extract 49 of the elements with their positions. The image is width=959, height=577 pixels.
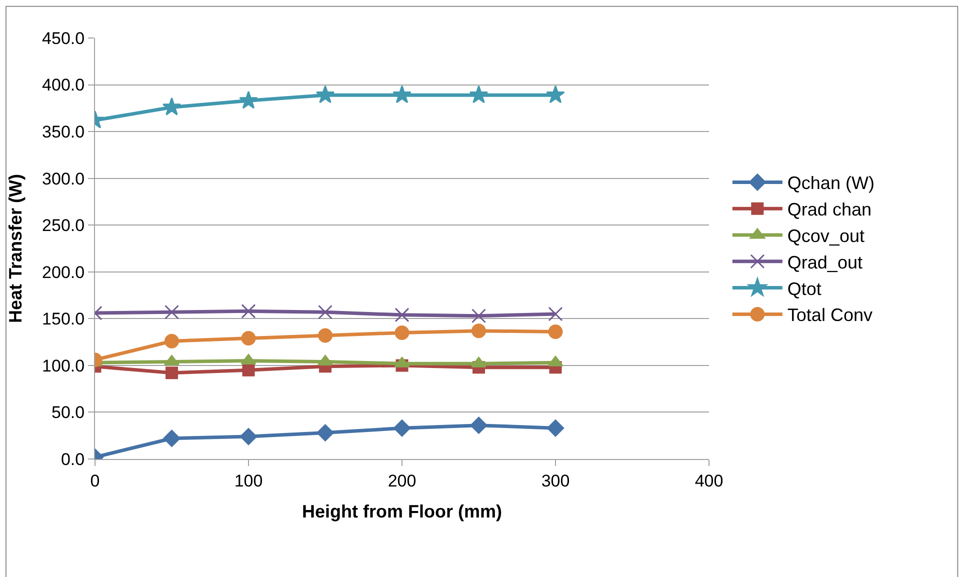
point bbox=[242, 364, 255, 376]
x-tick-label: 300 bbox=[541, 471, 570, 490]
y-tick-label: 400.0 bbox=[42, 76, 85, 95]
point bbox=[392, 85, 412, 104]
point bbox=[393, 420, 411, 437]
y-tick-label: 300.0 bbox=[42, 169, 85, 188]
point bbox=[548, 324, 563, 340]
y-tick-label: 200.0 bbox=[42, 262, 85, 282]
point bbox=[162, 97, 182, 116]
point bbox=[470, 416, 488, 434]
x-tick-label: 100 bbox=[234, 471, 263, 490]
point bbox=[241, 304, 256, 318]
y-tick-label: 100.0 bbox=[42, 356, 85, 376]
point bbox=[164, 304, 179, 320]
point bbox=[240, 428, 258, 446]
y-tick-label: 350.0 bbox=[42, 122, 85, 142]
point bbox=[163, 430, 180, 447]
point bbox=[472, 308, 486, 324]
x-tick-label: 400 bbox=[694, 471, 724, 490]
legend-label: Qchan (W) bbox=[787, 173, 874, 194]
y-tick-label: 250.0 bbox=[42, 216, 85, 236]
point bbox=[241, 331, 256, 346]
point bbox=[472, 324, 486, 338]
legend-label: Total Conv bbox=[787, 305, 872, 326]
x-tick-label: 200 bbox=[388, 471, 416, 490]
y-tick-label: 450.0 bbox=[42, 28, 85, 48]
x-axis-title: Height from Floor (mm) bbox=[302, 502, 502, 522]
point bbox=[318, 304, 332, 320]
legend-label: Qtot bbox=[787, 278, 822, 299]
legend-label: Qcov_out bbox=[787, 226, 864, 246]
point bbox=[394, 308, 410, 322]
point bbox=[546, 85, 565, 104]
x-tick-label: 0 bbox=[90, 471, 100, 490]
legend-label: Qrad chan bbox=[787, 200, 872, 220]
point bbox=[469, 85, 488, 104]
y-tick-label: 150.0 bbox=[42, 310, 85, 329]
point bbox=[316, 85, 335, 104]
point bbox=[239, 90, 258, 109]
point bbox=[394, 325, 410, 340]
point bbox=[166, 366, 178, 380]
point bbox=[546, 420, 564, 437]
y-axis-title: Heat Transfer (W) bbox=[5, 174, 26, 324]
legend-label: Qrad_out bbox=[787, 252, 862, 272]
point bbox=[316, 424, 334, 442]
point bbox=[548, 306, 563, 322]
y-tick-label: 0.0 bbox=[60, 450, 85, 469]
y-tick-label: 50.0 bbox=[52, 403, 85, 422]
point bbox=[318, 328, 332, 343]
point bbox=[164, 334, 179, 348]
